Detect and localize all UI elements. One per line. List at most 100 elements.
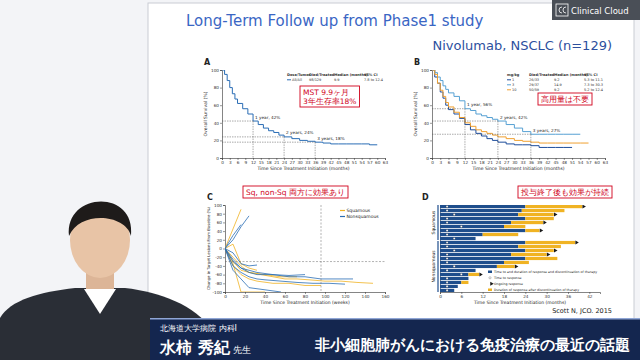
x-tick-label: 6 [237,160,240,165]
callout-box [243,186,348,198]
y-tick-mark [223,292,225,293]
series-line [225,249,305,276]
x-tick: 160 [382,292,390,299]
marker [446,245,448,247]
x-tick: 42 [328,158,334,165]
annotation-line [464,109,465,158]
legend-cell: 29/37 [529,83,539,87]
x-tick-label: 12 [463,160,469,165]
bar [440,281,461,284]
x-tick-label: 51 [352,160,358,165]
y-axis: 020406080100 [211,68,223,161]
legend-entry: Squamous [347,208,371,213]
bar [440,229,525,232]
bar [454,289,455,292]
bar [440,205,525,208]
x-tick-label: 0 [431,160,434,165]
marker [554,248,557,252]
x-tick: 60 [375,158,381,165]
x-tick: 0 [431,158,434,165]
x-tick-label: 100 [322,294,330,299]
presenter-collar [84,289,116,314]
y-tick-label: 100 [211,68,219,73]
plot-area [225,205,385,292]
legend-cell: 9.9 [334,78,340,82]
marker [446,209,448,211]
x-tick-label: 140 [362,294,370,299]
marker [446,221,448,223]
y-tick-mark [430,70,432,71]
panel-label: A [204,58,211,67]
y-tick: 80 [424,85,432,90]
legend-header: 95% CI [584,73,597,77]
x-tick: 100 [322,292,330,299]
y-tick: 100 [421,68,432,73]
marker [460,225,462,227]
annotation-line [530,134,531,158]
legend-cell: 7.3 to 30.3 [584,83,603,87]
x-tick: 0 [439,292,442,299]
legend-entry: 10 [512,88,516,92]
x-tick: 45 [553,158,559,165]
x-tick-label: 24 [523,294,529,299]
y-tick-mark [430,140,432,141]
y-tick-mark [220,140,222,141]
x-tick-label: 3 [229,160,232,165]
y-tick-label: -80 [215,281,222,286]
x-tick: 42 [587,292,593,299]
survival-curve [222,70,377,145]
legend-cell: 50/59 [529,88,539,92]
x-tick: 57 [586,158,592,165]
annotation: 1 year, 42% [255,115,280,120]
x-axis-title: Time Since Treatment Initiation (months) [256,166,349,171]
x-tick: 51 [352,158,358,165]
x-tick-label: 6 [448,160,451,165]
marker [453,237,455,239]
annotation: 2 years, 42% [500,115,528,120]
x-tick-label: 27 [290,160,296,165]
y-tick-label: 80 [424,85,430,90]
marker [446,269,448,271]
y-tick-mark [220,105,222,106]
annotation-line [497,121,498,158]
legend-cell: 9.2 [554,88,560,92]
x-tick-label: 9 [244,160,247,165]
x-tick-label: 21 [274,160,280,165]
x-tick-label: 60 [375,160,381,165]
legend-header: Died/Treated [309,73,335,77]
speaker-line: 水柿 秀紀先生 [159,338,251,357]
y-tick: 40 [424,121,432,126]
legend-cell: 26/33 [529,78,539,82]
marker [446,281,448,283]
slide-title: Long-Term Follow up from Phase1 study [186,12,484,30]
brand-box [552,0,640,20]
annotation-line [432,121,498,122]
bar [525,241,575,244]
x-tick-label: 36 [566,294,572,299]
callout: 高用量は不要 [538,93,592,105]
x-tick: 33 [520,158,526,165]
y-tick-label: 0 [216,156,219,161]
slide-subtitle: Nivolumab, NSCLC (n=129) [432,38,612,53]
series-line [225,225,241,249]
series-line [225,249,373,284]
y-tick-mark [223,214,225,215]
bar [468,277,469,280]
panel-label: D [422,193,429,202]
x-tick: 30 [512,158,518,165]
x-tick-label: 0 [439,294,442,299]
x-tick: 18 [479,158,485,165]
marker [554,213,557,217]
x-tick: 30 [297,158,303,165]
y-tick-mark [223,275,225,276]
bar [511,253,547,256]
x-tick: 12 [251,158,257,165]
marker [446,205,448,207]
bar [511,221,543,224]
y-tick-label: 20 [424,138,430,143]
y-tick: 20 [217,238,225,243]
x-tick: 39 [537,158,543,165]
x-tick-label: 18 [502,294,508,299]
y-tick-label: -60 [215,272,222,277]
y-tick: 0 [219,246,225,251]
